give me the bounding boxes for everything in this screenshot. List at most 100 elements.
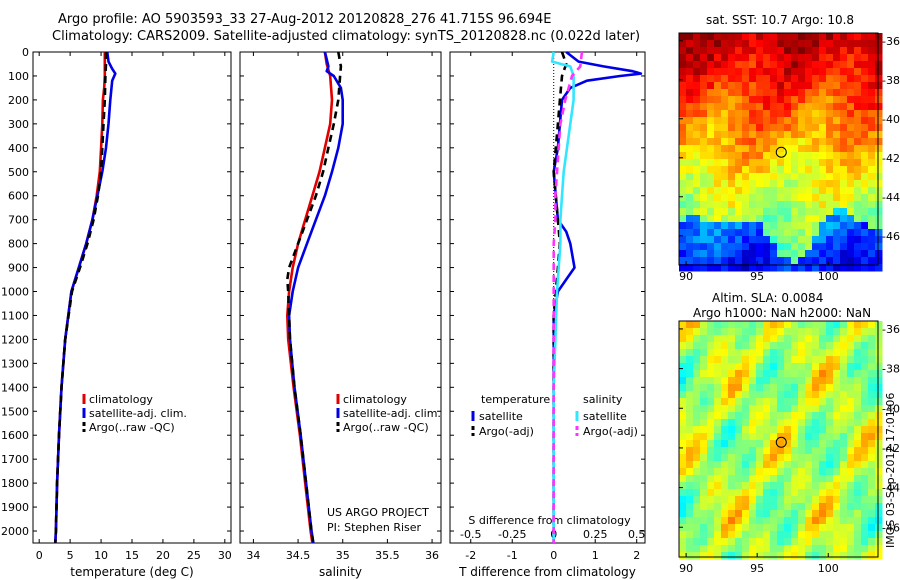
pi-label: PI: Stephen Riser bbox=[327, 521, 422, 534]
legend-entry: Argo(..raw -QC) bbox=[343, 421, 429, 434]
y-tick-label: 1600 bbox=[1, 429, 29, 442]
sst-map: -36 -38 -40 -42 -44 -46 90 95 100 bbox=[678, 32, 900, 283]
lat-tick-label: -36 bbox=[882, 35, 900, 48]
y-tick-label: 1500 bbox=[1, 405, 29, 418]
map-frame bbox=[678, 320, 879, 558]
lon-tick-label: 90 bbox=[679, 562, 693, 575]
x-tick-label: 36 bbox=[425, 549, 439, 562]
lat-tick-label: -36 bbox=[882, 323, 900, 336]
lat-tick-label: -40 bbox=[882, 402, 900, 415]
lat-tick-label: -42 bbox=[882, 442, 900, 455]
legend-entry: satellite bbox=[583, 410, 627, 423]
legend-group-title: salinity bbox=[583, 393, 623, 406]
y-tick-label: 800 bbox=[8, 238, 29, 251]
lat-tick-label: -46 bbox=[882, 230, 900, 243]
y-tick-label: 700 bbox=[8, 214, 29, 227]
legend-entry: Argo(-adj) bbox=[479, 425, 534, 438]
sst-map-title: sat. SST: 10.7 Argo: 10.8 bbox=[706, 13, 855, 27]
project-label: US ARGO PROJECT bbox=[327, 506, 429, 519]
y-tick-label: 1000 bbox=[1, 286, 29, 299]
series-line-satellite-adj-clim- bbox=[287, 51, 345, 544]
x-tick-label: 2 bbox=[633, 549, 640, 562]
legend-entry: Argo(-adj) bbox=[583, 425, 638, 438]
x-tick-label: 0 bbox=[550, 549, 557, 562]
x-tick-label: 34.5 bbox=[286, 549, 311, 562]
lon-tick-label: 100 bbox=[818, 270, 839, 283]
y-tick-label: 300 bbox=[8, 118, 29, 131]
x-axis-label: temperature (deg C) bbox=[70, 565, 193, 579]
x-tick-label: -1 bbox=[507, 549, 518, 562]
x-tick-label: 25 bbox=[187, 549, 201, 562]
plot-frame bbox=[239, 51, 442, 544]
y-tick-label: 2000 bbox=[1, 525, 29, 538]
y-tick-label: 1700 bbox=[1, 453, 29, 466]
x-tick-label: 10 bbox=[94, 549, 108, 562]
top-tick-label: 0.5 bbox=[628, 528, 646, 541]
heatmap-cells bbox=[679, 321, 883, 560]
figure-title-line1: Argo profile: AO 5903593_33 27-Aug-2012 … bbox=[58, 12, 552, 27]
x-tick-label: 35 bbox=[336, 549, 350, 562]
sla-map-subtitle: Argo h1000: NaN h2000: NaN bbox=[693, 306, 872, 320]
lon-tick-label: 90 bbox=[679, 270, 693, 283]
top-tick-label: -0.5 bbox=[460, 528, 481, 541]
legend-group-title: temperature bbox=[481, 393, 550, 406]
y-tick-label: 1900 bbox=[1, 501, 29, 514]
difference-panel: -2 -1 0 1 2 T difference from climatology S di… bbox=[449, 50, 646, 579]
y-tick-label: 600 bbox=[8, 190, 29, 203]
legend-entry: satellite-adj. clim. bbox=[89, 407, 187, 420]
lat-tick-label: -44 bbox=[882, 482, 900, 495]
legend-entry: Argo(..raw -QC) bbox=[89, 421, 175, 434]
series-line-argo-raw-qc- bbox=[54, 52, 108, 544]
x-tick-label: 30 bbox=[218, 549, 232, 562]
plot-frame bbox=[32, 51, 232, 544]
lat-tick-label: -42 bbox=[882, 152, 900, 165]
plot-frame bbox=[449, 51, 646, 544]
legend-entry: satellite-adj. clim. bbox=[343, 407, 441, 420]
map-frame bbox=[678, 32, 879, 266]
y-tick-label: 1300 bbox=[1, 357, 29, 370]
top-axis-label: S difference from climatology bbox=[468, 514, 631, 527]
x-tick-label: 34 bbox=[246, 549, 260, 562]
sla-map-title: Altim. SLA: 0.0084 bbox=[712, 291, 824, 305]
y-tick-label: 100 bbox=[8, 70, 29, 83]
y-tick-label: 1200 bbox=[1, 333, 29, 346]
lon-tick-label: 100 bbox=[818, 562, 839, 575]
temperature-panel: 0100200300400500600700800900100011001200… bbox=[1, 46, 232, 579]
legend-entry: climatology bbox=[343, 393, 407, 406]
lon-tick-label: 95 bbox=[750, 562, 764, 575]
y-tick-label: 200 bbox=[8, 94, 29, 107]
lon-tick-label: 95 bbox=[750, 270, 764, 283]
top-tick-label: 0.25 bbox=[583, 528, 608, 541]
x-tick-label: 15 bbox=[125, 549, 139, 562]
x-tick-label: 35.5 bbox=[375, 549, 400, 562]
lat-tick-label: -40 bbox=[882, 113, 900, 126]
y-tick-label: 500 bbox=[8, 166, 29, 179]
y-tick-label: 1400 bbox=[1, 381, 29, 394]
x-tick-label: 5 bbox=[67, 549, 74, 562]
salinity-panel: 34 34.5 35 35.5 36 salinity climatologysatelli… bbox=[239, 51, 442, 579]
lat-tick-label: -38 bbox=[882, 363, 900, 376]
series-line-argo-raw-qc- bbox=[285, 51, 343, 544]
argo-location-marker bbox=[775, 146, 787, 158]
x-tick-label: -2 bbox=[465, 549, 476, 562]
figure-title-line2: Climatology: CARS2009. Satellite-adjuste… bbox=[52, 29, 641, 44]
x-axis-label: salinity bbox=[319, 565, 362, 579]
argo-location-marker bbox=[775, 436, 787, 448]
y-tick-label: 1100 bbox=[1, 309, 29, 322]
x-tick-label: 0 bbox=[36, 549, 43, 562]
y-tick-label: 400 bbox=[8, 142, 29, 155]
y-tick-label: 1800 bbox=[1, 477, 29, 490]
lat-tick-label: -44 bbox=[882, 191, 900, 204]
x-tick-label: 20 bbox=[156, 549, 170, 562]
heatmap-cells bbox=[679, 33, 883, 272]
legend-entry: climatology bbox=[89, 393, 153, 406]
top-tick-label: -0.25 bbox=[498, 528, 526, 541]
series-line-argo-adj- bbox=[552, 51, 584, 543]
y-tick-label: 900 bbox=[8, 262, 29, 275]
lat-tick-label: -38 bbox=[882, 74, 900, 87]
y-tick-label: 0 bbox=[22, 46, 29, 59]
sla-map: -36 -38 -40 -42 -44 -46 90 95 100 bbox=[678, 320, 900, 575]
x-axis-label: T difference from climatology bbox=[458, 565, 636, 579]
lat-tick-label: -46 bbox=[882, 521, 900, 534]
